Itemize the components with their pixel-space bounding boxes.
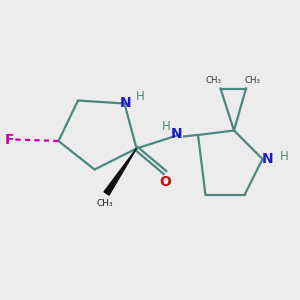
Text: CH₃: CH₃ <box>244 76 261 85</box>
Text: CH₃: CH₃ <box>97 199 113 208</box>
Text: N: N <box>262 152 274 166</box>
Text: H: H <box>136 89 145 103</box>
Text: H: H <box>280 149 289 163</box>
Text: CH₃: CH₃ <box>206 76 222 85</box>
Text: F: F <box>5 133 14 146</box>
Text: N: N <box>171 128 183 141</box>
Polygon shape <box>104 148 136 195</box>
Text: H: H <box>161 119 170 133</box>
Text: N: N <box>120 96 132 110</box>
Text: O: O <box>160 176 172 189</box>
